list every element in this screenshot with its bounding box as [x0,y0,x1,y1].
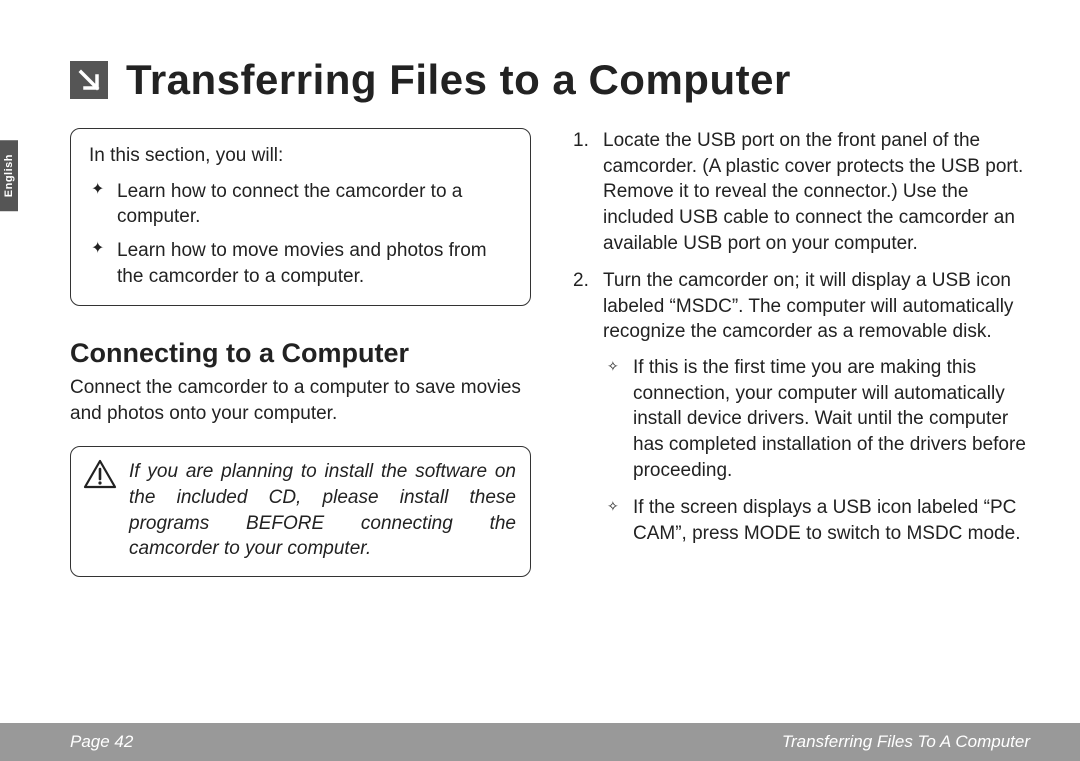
subheading: Connecting to a Computer [70,338,531,369]
step-item: Locate the USB port on the front panel o… [569,128,1030,256]
four-point-star-icon: ✦ [91,182,104,198]
content-area: In this section, you will: ✦ Learn how t… [70,128,1030,701]
intro-box: In this section, you will: ✦ Learn how t… [70,128,531,306]
step-sub-item: ✧ If this is the first time you are maki… [603,355,1030,483]
step-text: Turn the camcorder on; it will display a… [603,270,1013,342]
warning-box: If you are planning to install the softw… [70,446,531,577]
diamond-bullet-icon: ✧ [607,499,619,513]
step-sub-text: If the screen displays a USB icon labele… [633,497,1020,544]
page-title: Transferring Files to a Computer [126,56,791,104]
intro-bullet-text: Learn how to move movies and photos from… [117,240,487,287]
page-footer: Page 42 Transferring Files To A Computer [0,723,1080,761]
intro-bullet-text: Learn how to connect the camcorder to a … [117,181,462,228]
diamond-bullet-icon: ✧ [607,359,619,373]
warning-text: If you are planning to install the softw… [129,461,516,559]
language-tab: English [0,140,18,211]
intro-bullet: ✦ Learn how to connect the camcorder to … [89,179,512,230]
step-text: Locate the USB port on the front panel o… [603,130,1023,254]
step-item: Turn the camcorder on; it will display a… [569,268,1030,546]
four-point-star-icon: ✦ [91,241,104,257]
right-column: Locate the USB port on the front panel o… [569,128,1030,701]
numbered-steps: Locate the USB port on the front panel o… [569,128,1030,559]
step-sub-item: ✧ If the screen displays a USB icon labe… [603,495,1030,546]
left-column: In this section, you will: ✦ Learn how t… [70,128,531,701]
warning-triangle-icon [83,459,117,497]
intro-lead: In this section, you will: [89,143,512,169]
intro-bullet: ✦ Learn how to move movies and photos fr… [89,238,512,289]
step-sub-text: If this is the first time you are making… [633,357,1026,481]
step-sub-list: ✧ If this is the first time you are maki… [603,355,1030,546]
intro-bullet-list: ✦ Learn how to connect the camcorder to … [89,179,512,290]
footer-section-title: Transferring Files To A Computer [782,732,1030,752]
section-arrow-icon [70,61,108,99]
subheading-body: Connect the camcorder to a computer to s… [70,375,531,426]
footer-page-number: Page 42 [70,732,133,752]
page-title-row: Transferring Files to a Computer [70,56,791,104]
